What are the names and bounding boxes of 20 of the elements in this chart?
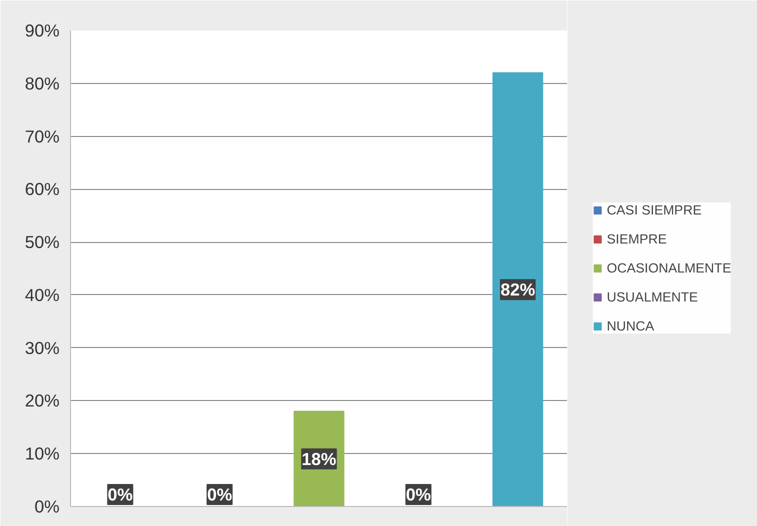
y-tick-label: 20% bbox=[24, 390, 60, 411]
y-tick-label: 10% bbox=[24, 444, 60, 464]
legend-label: USUALMENTE bbox=[606, 290, 698, 304]
y-tick-label: 50% bbox=[24, 232, 60, 252]
y-tick-label: 30% bbox=[24, 338, 60, 358]
data-label: 0% bbox=[207, 484, 232, 504]
y-tick-label: 80% bbox=[24, 73, 60, 94]
y-tick-label: 90% bbox=[24, 20, 60, 40]
data-label: 0% bbox=[406, 484, 431, 504]
legend-label: OCASIONALMENTE bbox=[606, 260, 732, 276]
data-label: 0% bbox=[108, 484, 133, 504]
legend-label: CASI SIEMPRE bbox=[606, 202, 702, 218]
y-tick-label: 40% bbox=[24, 284, 60, 305]
y-tick-label: 70% bbox=[24, 126, 60, 146]
legend-label: SIEMPRE bbox=[606, 232, 667, 246]
data-label: 82% bbox=[500, 280, 536, 300]
y-tick-label: 0% bbox=[34, 496, 60, 516]
data-label: 18% bbox=[302, 448, 336, 469]
y-tick-label: 60% bbox=[24, 179, 60, 200]
legend-label: NUNCA bbox=[606, 318, 654, 334]
